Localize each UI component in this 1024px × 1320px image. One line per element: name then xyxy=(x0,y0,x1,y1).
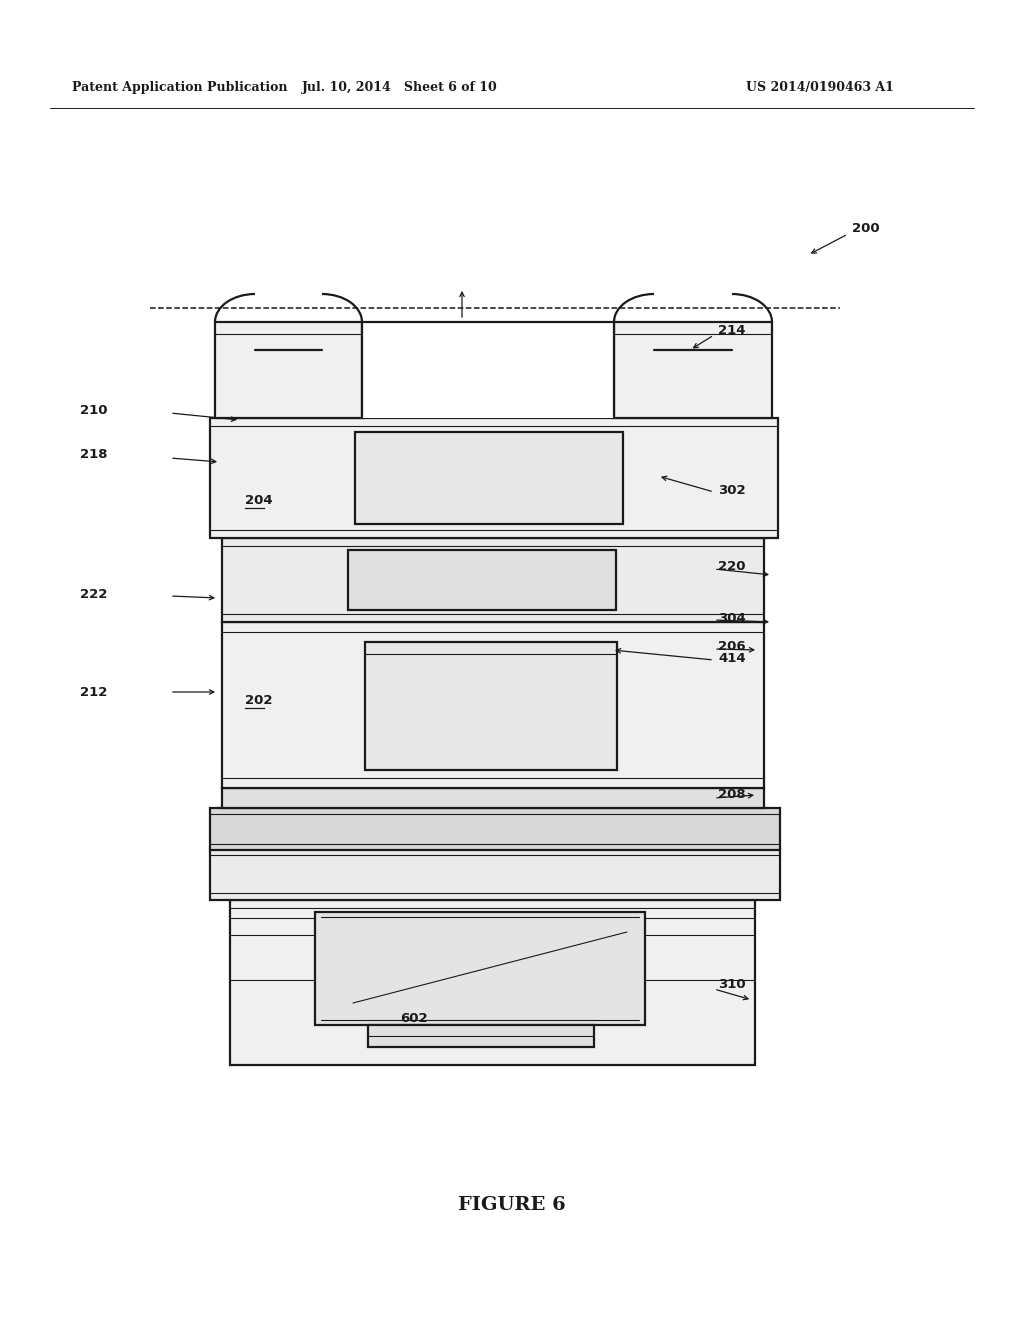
Bar xyxy=(222,788,764,808)
Text: 220: 220 xyxy=(718,560,745,573)
Text: 214: 214 xyxy=(718,323,745,337)
Bar xyxy=(215,322,362,418)
Text: 602: 602 xyxy=(400,1011,428,1024)
Text: Patent Application Publication: Patent Application Publication xyxy=(72,82,288,95)
Text: 202: 202 xyxy=(245,693,272,706)
Text: 304: 304 xyxy=(718,611,745,624)
Text: 414: 414 xyxy=(718,652,745,664)
Bar xyxy=(348,550,616,610)
Text: FIGURE 6: FIGURE 6 xyxy=(458,1196,566,1214)
Bar xyxy=(210,808,780,850)
Bar xyxy=(230,900,755,1065)
Text: US 2014/0190463 A1: US 2014/0190463 A1 xyxy=(746,82,894,95)
Bar xyxy=(362,322,614,418)
Text: 310: 310 xyxy=(718,978,745,991)
Bar xyxy=(210,847,780,900)
Text: 208: 208 xyxy=(718,788,745,801)
Text: 200: 200 xyxy=(852,222,880,235)
Text: 218: 218 xyxy=(80,449,108,462)
Bar xyxy=(210,418,778,539)
Bar xyxy=(355,432,623,524)
Bar xyxy=(368,1026,594,1047)
Text: Jul. 10, 2014   Sheet 6 of 10: Jul. 10, 2014 Sheet 6 of 10 xyxy=(302,82,498,95)
Text: 222: 222 xyxy=(80,589,108,602)
Bar xyxy=(222,539,764,622)
Text: 206: 206 xyxy=(718,639,745,652)
Bar xyxy=(614,322,772,418)
Text: 204: 204 xyxy=(245,494,272,507)
Bar xyxy=(365,642,617,770)
Text: 302: 302 xyxy=(718,483,745,496)
Bar xyxy=(222,622,764,788)
Text: 210: 210 xyxy=(80,404,108,417)
Text: 212: 212 xyxy=(80,685,108,698)
Bar xyxy=(315,912,645,1026)
